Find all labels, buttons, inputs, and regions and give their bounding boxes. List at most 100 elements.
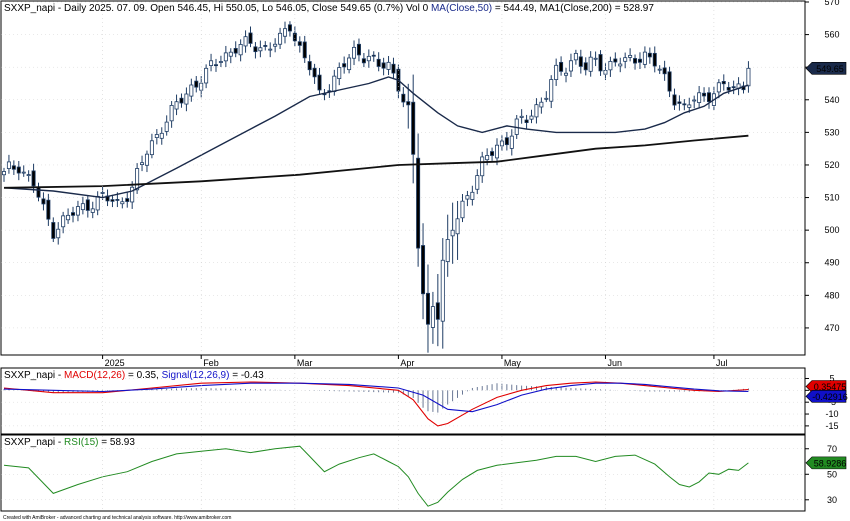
candle-body (90, 208, 95, 213)
candle-body (485, 155, 490, 161)
x-tick-label: Jun (607, 358, 622, 368)
candle-body (672, 94, 677, 106)
candle-body (667, 71, 672, 92)
macd-tick-label: -10 (825, 409, 838, 419)
candle-body (391, 63, 396, 74)
candle-body (356, 43, 361, 56)
candle-body (366, 55, 371, 62)
candle-body (120, 201, 125, 205)
candle-body (746, 67, 751, 87)
candle-body (534, 104, 539, 118)
candle-body (490, 151, 495, 156)
candle-body (174, 101, 179, 110)
candle-body (238, 44, 243, 56)
x-tick-label: May (504, 358, 522, 368)
x-tick-label: Apr (400, 358, 414, 368)
candle-body (228, 51, 233, 57)
candle-body (633, 58, 638, 64)
price-panel-title: SXXP_napi - Daily 2025. 07. 09. Open 546… (4, 3, 654, 14)
candle-body (26, 174, 31, 176)
x-tick-label: 2025 (105, 358, 125, 368)
candle-body (623, 57, 628, 62)
candle-body (41, 198, 46, 205)
candle-body (169, 105, 174, 122)
candle-body (135, 168, 140, 191)
candle-body (647, 52, 652, 58)
candle-body (692, 99, 697, 102)
x-tick-label: Mar (297, 358, 313, 368)
candle-body (564, 72, 569, 76)
candle-body (342, 63, 347, 68)
candle-body (455, 218, 460, 235)
candle-body (218, 61, 223, 63)
candle-body (110, 199, 115, 202)
candle-body (499, 140, 504, 147)
candle-body (435, 302, 440, 320)
candle-body (706, 92, 711, 103)
candle-body (6, 161, 11, 169)
rsi-value-tag: 58.9286 (805, 456, 847, 470)
price-tick-label: 500 (824, 225, 839, 235)
candle-body (445, 239, 450, 262)
rsi-tick-label: 70 (827, 444, 837, 454)
candle-body (504, 137, 509, 146)
candle-body (618, 63, 623, 67)
candle-body (450, 229, 455, 237)
candle-body (95, 195, 100, 211)
candle-body (278, 32, 283, 45)
candle-body (189, 84, 194, 97)
candle-body (292, 32, 297, 42)
candle-body (71, 212, 76, 216)
x-tick-label: Jul (716, 358, 728, 368)
candle-body (51, 222, 56, 239)
price-tick-label: 490 (824, 258, 839, 268)
price-tick-label: 470 (824, 323, 839, 333)
candle-body (529, 115, 534, 120)
candle-body (371, 54, 376, 57)
candle-body (588, 56, 593, 72)
candle-body (115, 199, 120, 201)
candle-body (31, 170, 36, 187)
candle-body (559, 61, 564, 72)
candle-body (480, 156, 485, 177)
candle-body (243, 36, 248, 47)
candle-body (381, 62, 386, 69)
rsi-tick-label: 30 (827, 495, 837, 505)
candle-body (204, 67, 209, 84)
candle-body (465, 195, 470, 200)
candle-body (652, 52, 657, 67)
candle-body (657, 68, 662, 71)
rsi-panel-title: SXXP_napi - RSI(15) = 58.93 (4, 437, 135, 448)
candle-body (716, 82, 721, 93)
candle-body (361, 58, 366, 64)
x-tick-label: Feb (203, 358, 219, 368)
candle-body (425, 292, 430, 325)
candle-body (100, 192, 105, 194)
candle-body (11, 165, 16, 170)
candle-body (544, 97, 549, 100)
candle-body (154, 134, 159, 138)
candle-body (697, 92, 702, 103)
candle-body (386, 61, 391, 70)
rsi-line (3, 445, 749, 507)
candle-body (253, 46, 258, 53)
candle-body (662, 67, 667, 75)
candle-body (440, 259, 445, 322)
candle-body (573, 52, 578, 61)
candle-body (140, 162, 145, 165)
price-panel (0, 0, 806, 356)
price-tick-label: 540 (824, 95, 839, 105)
candle-body (642, 51, 647, 65)
candle-body (475, 175, 480, 190)
price-tick-label: 560 (824, 30, 839, 40)
candle-body (56, 228, 61, 239)
footer-credit: Created with AmiBroker - advanced charti… (3, 515, 231, 521)
candle-body (509, 135, 514, 149)
price-tick-label: 530 (824, 127, 839, 137)
candle-body (430, 306, 435, 328)
candle-body (194, 80, 199, 88)
candle-body (46, 199, 51, 220)
candle-body (583, 62, 588, 71)
candle-body (317, 74, 322, 91)
price-tick-label: 510 (824, 193, 839, 203)
